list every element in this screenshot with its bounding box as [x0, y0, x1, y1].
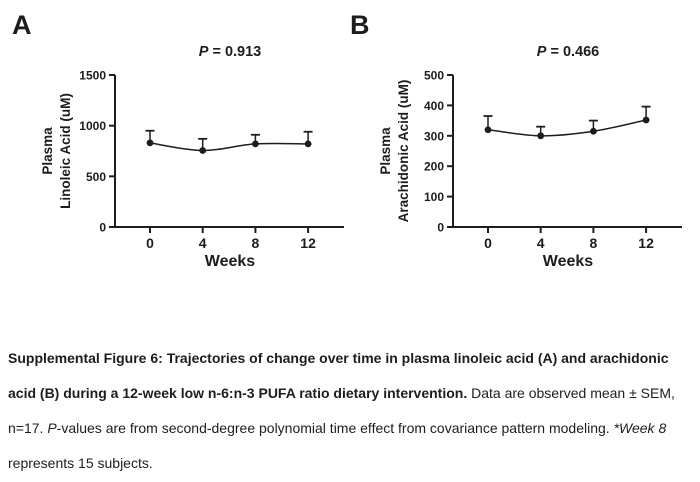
- y-tick-label: 200: [424, 160, 444, 174]
- y-axis-title: Arachidonic Acid (uM): [396, 80, 411, 223]
- x-tick-label: 12: [300, 235, 316, 251]
- x-tick-label: 12: [638, 235, 654, 251]
- panel-a-chart: A P = 0.913 0 500 1000 1500 0 4 8 12 Plasma Linolei…: [12, 10, 344, 270]
- p-value-title-italic: P: [537, 44, 547, 60]
- y-tick-label: 0: [437, 221, 444, 235]
- y-tick-label: 1500: [79, 69, 106, 83]
- x-axis-title: Weeks: [205, 253, 256, 270]
- y-axis-title: Linoleic Acid (uM): [58, 93, 73, 209]
- data-point-marker: [642, 116, 650, 124]
- y-axis-title: Plasma: [378, 127, 393, 175]
- y-tick-label: 500: [86, 170, 106, 184]
- x-tick-label: 4: [199, 235, 207, 251]
- x-tick-label: 4: [537, 235, 545, 251]
- figure-caption: Supplemental Figure 6: Trajectories of c…: [8, 341, 696, 481]
- series-line: [149, 142, 309, 152]
- caption-segment: -values are from second-degree polynomia…: [56, 420, 614, 436]
- caption-segment: represents 15 subjects.: [8, 455, 153, 471]
- y-tick-label: 500: [424, 69, 444, 83]
- data-point-marker: [537, 132, 545, 140]
- y-tick-label: 0: [99, 221, 106, 235]
- data-point-marker: [146, 139, 154, 147]
- panel-letter: A: [12, 10, 32, 40]
- caption-segment: P: [47, 420, 57, 436]
- x-tick-label: 8: [590, 235, 598, 251]
- y-tick-label: 300: [424, 129, 444, 143]
- caption-segment: Data are observed mean ± SEM, n=17.: [8, 385, 675, 436]
- x-tick-label: 0: [146, 235, 154, 251]
- p-value-title-rest: = 0.466: [546, 44, 599, 60]
- data-point-marker: [252, 140, 259, 148]
- x-tick-label: 8: [252, 235, 260, 251]
- y-axis-title: Plasma: [40, 127, 55, 175]
- series-line: [487, 119, 647, 137]
- data-point-marker: [590, 127, 597, 135]
- p-value-title-italic: P: [199, 44, 209, 60]
- y-tick-label: 1000: [79, 119, 106, 133]
- panel-letter: B: [350, 10, 370, 40]
- panel-b-chart: B P = 0.466 0 100 200 300 400 500 0 4 8 12 Plasma Ara…: [350, 10, 682, 270]
- x-tick-label: 0: [484, 235, 492, 251]
- caption-segment: Supplemental Figure 6: Trajectories of c…: [8, 350, 669, 401]
- data-point-marker: [484, 126, 492, 134]
- data-point-marker: [304, 140, 312, 148]
- data-point-marker: [199, 147, 207, 154]
- caption-segment: *Week 8: [613, 420, 667, 436]
- p-value-title: P = 0.466: [537, 44, 599, 60]
- p-value-title-rest: = 0.913: [208, 44, 261, 60]
- p-value-title: P = 0.913: [199, 44, 261, 60]
- y-tick-label: 400: [424, 99, 444, 113]
- y-tick-label: 100: [424, 190, 444, 204]
- x-axis-title: Weeks: [543, 253, 594, 270]
